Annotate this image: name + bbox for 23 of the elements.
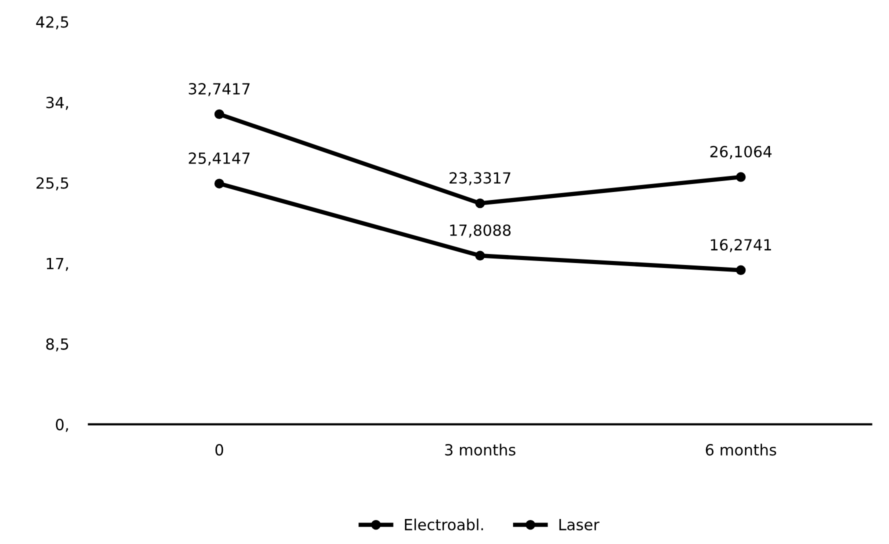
point <box>736 265 746 276</box>
data-label: 26,1064 <box>710 146 772 159</box>
x-tick-label: 6 months <box>706 444 776 456</box>
data-label: 17,8088 <box>450 224 511 238</box>
point <box>214 178 224 188</box>
legend-label: Laser <box>559 519 600 530</box>
y-tick-label: 0, <box>56 418 68 432</box>
data-label: 16,2741 <box>710 238 772 252</box>
y-tick-label: 34, <box>46 96 68 110</box>
y-tick-label: 17, <box>46 258 68 271</box>
data-label: 25,4147 <box>188 152 250 166</box>
x-tick-label: 0 <box>215 444 224 456</box>
point <box>475 198 485 208</box>
y-tick-label: 8,5 <box>46 338 68 352</box>
y-tick-label: 42,5 <box>36 16 68 30</box>
legend-label: Electroabl. <box>404 518 483 530</box>
data-label: 23,3317 <box>450 172 510 186</box>
y-tick-label: 25,5 <box>36 177 68 190</box>
point <box>214 109 224 120</box>
x-tick-label: 3 months <box>445 444 516 456</box>
point <box>475 250 485 260</box>
data-label: 32,7417 <box>188 83 250 96</box>
point <box>736 172 746 182</box>
